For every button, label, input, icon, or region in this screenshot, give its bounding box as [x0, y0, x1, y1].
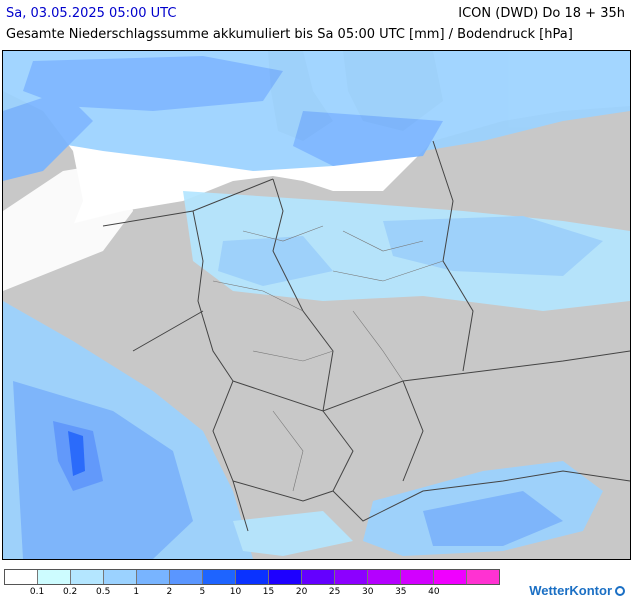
parameter-title: Gesamte Niederschlagssumme akkumuliert b…	[6, 27, 573, 42]
legend-tick-label: 35	[395, 587, 407, 597]
precipitation-legend	[4, 569, 500, 585]
legend-swatch	[302, 570, 335, 584]
legend-swatch	[38, 570, 71, 584]
legend-tick-label: 0.5	[96, 587, 111, 597]
legend-swatch	[236, 570, 269, 584]
legend-tick-label: 5	[199, 587, 206, 597]
legend-tick-label: 40	[428, 587, 440, 597]
map-canvas	[3, 51, 630, 559]
logo-icon	[615, 586, 625, 596]
legend-ticks: 0.1 0.2 0.5 1 2 5 10 15 20 25 30 35 40	[4, 587, 500, 599]
valid-time: Sa, 03.05.2025 05:00 UTC	[6, 6, 177, 21]
legend-tick-label: 1	[133, 587, 140, 597]
legend-tick-label: 0.2	[62, 587, 78, 597]
region-borders	[212, 225, 444, 492]
legend-tick-label: 15	[262, 587, 275, 597]
legend-swatch	[170, 570, 203, 584]
legend-swatch	[5, 570, 38, 584]
legend-swatch	[467, 570, 499, 584]
header: Sa, 03.05.2025 05:00 UTC ICON (DWD) Do 1…	[0, 0, 633, 50]
legend-tick-label: 20	[295, 587, 308, 597]
precipitation-field	[3, 51, 630, 559]
legend-tick-label: 10	[229, 587, 242, 597]
legend-swatch	[269, 570, 302, 584]
wetterkontor-logo[interactable]: WetterKontor	[529, 583, 625, 598]
logo-text: WetterKontor	[529, 583, 612, 598]
legend-swatch	[104, 570, 137, 584]
precipitation-map	[2, 50, 631, 560]
legend-swatch	[368, 570, 401, 584]
legend-swatch	[203, 570, 236, 584]
model-run: ICON (DWD) Do 18 + 35h	[458, 6, 625, 21]
legend-swatch	[401, 570, 434, 584]
legend-swatch	[137, 570, 170, 584]
legend-tick-label: 0.1	[29, 587, 45, 597]
legend-swatch	[434, 570, 467, 584]
legend-tick-label: 30	[361, 587, 374, 597]
legend-tick-label: 2	[166, 587, 173, 597]
legend-tick-label: 25	[328, 587, 341, 597]
legend-swatch	[335, 570, 368, 584]
legend-swatch	[71, 570, 104, 584]
